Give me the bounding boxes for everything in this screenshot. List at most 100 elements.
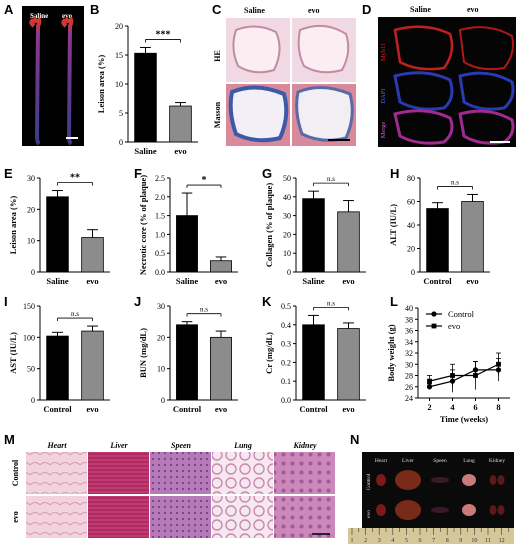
organ-histology-heart-control [26,452,87,494]
y-tick-label: 60 [407,198,415,207]
organ-col-label: Lung [233,441,252,450]
kidney-right-control [497,475,505,485]
y-tick-label: 30 [405,360,413,369]
heart-control [376,474,386,486]
bar-evo [81,330,104,401]
y-tick-label: 0 [161,396,165,405]
if-image-grid [378,17,516,147]
x-tick-label: 8 [496,402,500,412]
y-tick-label: 36 [405,327,413,336]
masson-evo-vessel [295,86,354,142]
kidney-right-evo [497,505,505,515]
significance-label: ** [70,173,80,184]
organ-histology-lung-evo [212,496,273,538]
liver-control [395,470,421,490]
aorta-saline [29,16,42,146]
bar-evo [169,105,192,143]
y-tick-label: 30 [27,174,35,183]
photo-row-label: Control [366,473,372,490]
y-tick-label: 40 [405,304,413,313]
y-tick-label: 40 [283,193,291,202]
bar-evo [337,211,360,273]
aorta-label-saline: Saline [30,12,48,20]
bar-control [302,324,325,401]
y-tick-label: 1.5 [155,212,165,221]
panel-label-m: M [4,432,15,447]
organ-histology-liver-control [88,452,149,494]
y-tick-label: 0 [287,268,291,277]
y-tick-label: 100 [23,333,35,342]
y-tick-label: 0.1 [281,377,291,386]
legend-label-evo: evo [448,321,460,331]
significance-label: n.s [451,178,459,186]
chart-f: 0.0 0.5 1.0 1.5 2.0 2.5 Necrotic core (% of pl… [138,174,238,286]
kidney-left-control [489,475,497,485]
bar-evo [461,201,484,273]
x-category-label: Saline [46,276,68,286]
y-tick-label: 10 [157,365,165,374]
masson-saline-vessel [228,85,289,143]
y-tick-label: 0.3 [281,340,291,349]
y-tick-label: 50 [283,174,291,183]
organ-histology-liver-evo [88,496,149,538]
x-category-label: Saline [302,276,324,286]
y-tick-label: 10 [27,237,35,246]
legend-label-control: Control [448,309,475,319]
photo-col-label: Lung [463,458,475,464]
bar-evo [337,328,360,401]
if-myh11-evo [458,26,514,71]
organ-histology-heart-evo [26,496,87,538]
chart-j: 0 10 20 30 BUN (mg/dL) Control evo n.s [138,302,238,414]
ruler-number: 2 [364,538,367,544]
organ-col-label: Heart [46,441,67,450]
organ-histology-kidney-evo [274,496,335,538]
x-category-label: Saline [176,276,198,286]
y-axis-label: Cr (mg/dL) [264,332,274,374]
ruler-number: 9 [459,538,462,544]
photo-col-label: Kidney [489,458,505,464]
panel-label-k: K [262,294,272,309]
ruler-number: 5 [405,538,408,544]
organ-histology-speen-evo [150,496,211,538]
bar-control [426,208,449,273]
kidney-left-evo [489,505,497,515]
significance-label: * [202,175,207,186]
panel-label-i: I [4,294,8,309]
y-axis-label: Leison area (%) [96,55,106,114]
y-tick-label: 30 [157,302,165,311]
chart-h: 0 20 40 60 80 ALT (IU/L) Control evo n.s [388,174,490,286]
panel-label-n: N [350,432,359,447]
x-category-label: evo [174,146,186,156]
panel-label-h: H [390,166,399,181]
ruler-number: 8 [446,538,449,544]
y-tick-label: 0.5 [281,302,291,311]
chart-k: 0.0 0.1 0.2 0.3 0.4 0.5 Cr (mg/dL) Control evo n.… [264,299,366,414]
panel-label-e: E [4,166,13,181]
chart-i: 0 50 100 150 AST (IU/L) Control evo n.s [8,302,110,414]
organ-col-label: Liver [109,441,128,450]
bar-saline [176,215,198,273]
ruler-number: 3 [378,538,381,544]
panel-c-col-evo: evo [308,6,320,15]
panel-label-j: J [134,294,141,309]
organ-col-label: Speen [171,441,192,450]
heart-evo [376,504,386,516]
y-axis-label: Body weight (g) [386,324,396,381]
series-line-evo [429,363,499,382]
y-tick-label: 0.0 [155,268,165,277]
panel-label-c: C [212,2,222,17]
bar-evo [210,336,232,401]
y-axis-label: Leison area (%) [8,196,18,255]
y-axis-label: BUN (mg/dL) [138,328,148,378]
if-row-merge: Merge [380,121,387,138]
panel-label-g: G [262,166,272,181]
y-tick-label: 0.4 [281,321,291,330]
y-tick-label: 10 [115,80,123,89]
x-category-label: Control [43,404,72,414]
panel-d-col-saline: Saline [410,5,431,14]
y-tick-label: 5 [119,109,123,118]
y-tick-label: 20 [115,22,123,31]
x-category-label: evo [342,404,354,414]
y-tick-label: 0.0 [281,396,291,405]
